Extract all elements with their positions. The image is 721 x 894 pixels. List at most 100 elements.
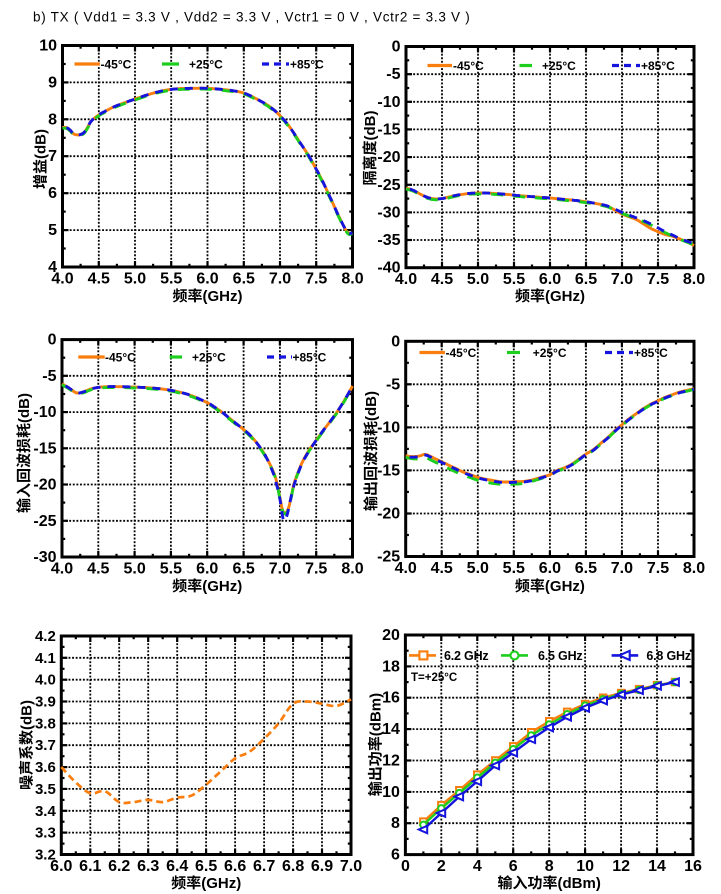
svg-text:-45°C: -45°C — [105, 351, 136, 365]
svg-text:b) TX ( Vdd1 = 3.3 V , Vdd2 =: b) TX ( Vdd1 = 3.3 V , Vdd2 = 3.3 V , Vc… — [33, 10, 470, 25]
svg-text:-5: -5 — [386, 66, 400, 83]
svg-text:8.0: 8.0 — [341, 560, 363, 577]
svg-text:7.0: 7.0 — [269, 560, 291, 577]
svg-text:(dB): (dB) — [363, 391, 380, 421]
svg-text:10: 10 — [382, 784, 400, 801]
svg-text:5.5: 5.5 — [503, 560, 525, 577]
svg-text:7.0: 7.0 — [340, 858, 362, 875]
svg-text:(dB): (dB) — [362, 111, 379, 141]
svg-text:+85°C: +85°C — [641, 59, 675, 73]
svg-text:4.1: 4.1 — [35, 650, 56, 667]
svg-text:-10: -10 — [377, 94, 400, 111]
svg-text:5.5: 5.5 — [160, 560, 182, 577]
svg-text:-15: -15 — [33, 440, 56, 457]
svg-text:7: 7 — [48, 148, 57, 165]
svg-text:0: 0 — [391, 333, 400, 350]
svg-text:10: 10 — [39, 38, 57, 55]
svg-text:2: 2 — [437, 858, 446, 875]
svg-text:-25: -25 — [33, 513, 56, 530]
svg-text:6.9: 6.9 — [311, 858, 333, 875]
svg-text:+85°C: +85°C — [634, 346, 668, 360]
svg-text:(dBm): (dBm) — [368, 693, 385, 736]
svg-text:-20: -20 — [377, 506, 400, 523]
svg-text:6.5: 6.5 — [232, 560, 254, 577]
svg-text:(GHz): (GHz) — [201, 875, 241, 892]
svg-text:+85°C: +85°C — [293, 351, 327, 365]
svg-text:-25: -25 — [377, 177, 400, 194]
svg-text:6: 6 — [509, 858, 518, 875]
svg-text:6.0: 6.0 — [50, 858, 72, 875]
svg-text:12: 12 — [382, 753, 400, 770]
svg-text:3.5: 3.5 — [35, 781, 56, 798]
svg-text:6.5 GHz: 6.5 GHz — [538, 649, 582, 663]
svg-text:7.0: 7.0 — [269, 270, 291, 287]
svg-text:-30: -30 — [33, 549, 56, 566]
svg-text:6.0: 6.0 — [539, 271, 561, 288]
svg-text:-30: -30 — [377, 204, 400, 221]
svg-text:7.5: 7.5 — [305, 270, 327, 287]
svg-text:3.9: 3.9 — [35, 694, 56, 711]
svg-text:7.5: 7.5 — [647, 271, 669, 288]
svg-text:7.0: 7.0 — [611, 560, 633, 577]
svg-text:8.0: 8.0 — [683, 271, 705, 288]
svg-text:6.2 GHz: 6.2 GHz — [444, 649, 488, 663]
svg-text:0: 0 — [401, 858, 410, 875]
svg-text:8: 8 — [48, 111, 57, 128]
svg-text:4.0: 4.0 — [395, 560, 417, 577]
svg-text:8: 8 — [545, 858, 554, 875]
svg-text:-5: -5 — [42, 368, 56, 385]
svg-text:(dB): (dB) — [19, 700, 36, 730]
svg-text:6.0: 6.0 — [196, 270, 218, 287]
svg-text:5.0: 5.0 — [467, 271, 489, 288]
svg-text:-10: -10 — [377, 419, 400, 436]
svg-text:-15: -15 — [377, 462, 400, 479]
svg-text:6.3: 6.3 — [137, 858, 159, 875]
svg-text:6.5: 6.5 — [233, 270, 255, 287]
svg-text:-40: -40 — [377, 260, 400, 277]
svg-text:4.5: 4.5 — [431, 271, 453, 288]
svg-text:(dB): (dB) — [33, 129, 50, 159]
svg-text:6.2: 6.2 — [108, 858, 130, 875]
svg-text:3.3: 3.3 — [35, 825, 56, 842]
svg-text:4.0: 4.0 — [395, 271, 417, 288]
svg-text:6.1: 6.1 — [79, 858, 101, 875]
svg-text:(GHz): (GHz) — [202, 578, 242, 595]
svg-text:12: 12 — [612, 858, 630, 875]
svg-text:6.0: 6.0 — [196, 560, 218, 577]
svg-text:6.8: 6.8 — [282, 858, 304, 875]
svg-text:20: 20 — [382, 627, 400, 644]
svg-text:-45°C: -45°C — [446, 346, 477, 360]
svg-text:6: 6 — [48, 185, 57, 202]
svg-text:4.0: 4.0 — [35, 672, 56, 689]
svg-text:4.5: 4.5 — [88, 270, 110, 287]
svg-text:5.0: 5.0 — [124, 270, 146, 287]
svg-text:-15: -15 — [377, 121, 400, 138]
svg-text:+25°C: +25°C — [533, 346, 567, 360]
svg-text:+25°C: +25°C — [542, 59, 576, 73]
svg-text:-20: -20 — [377, 149, 400, 166]
svg-text:5: 5 — [48, 222, 57, 239]
svg-text:+25°C: +25°C — [189, 58, 223, 72]
svg-text:16: 16 — [382, 690, 400, 707]
svg-text:3.4: 3.4 — [35, 803, 57, 820]
svg-text:0: 0 — [392, 39, 401, 56]
svg-text:5.5: 5.5 — [503, 271, 525, 288]
svg-text:3.2: 3.2 — [35, 847, 56, 864]
svg-text:7.0: 7.0 — [611, 271, 633, 288]
svg-text:4.0: 4.0 — [51, 560, 73, 577]
svg-text:6.8 GHz: 6.8 GHz — [646, 649, 690, 663]
svg-text:+25°C: +25°C — [192, 351, 226, 365]
svg-text:3.8: 3.8 — [35, 715, 56, 732]
svg-text:5.0: 5.0 — [123, 560, 145, 577]
svg-text:+85°C: +85°C — [290, 58, 324, 72]
svg-text:-5: -5 — [386, 376, 400, 393]
svg-text:-45°C: -45°C — [101, 58, 132, 72]
svg-text:(GHz): (GHz) — [545, 578, 585, 595]
svg-text:(dBm): (dBm) — [558, 875, 601, 892]
svg-text:6.5: 6.5 — [195, 858, 217, 875]
svg-text:8.0: 8.0 — [341, 270, 363, 287]
svg-text:4: 4 — [48, 259, 57, 276]
svg-text:-25: -25 — [377, 549, 400, 566]
svg-text:-35: -35 — [377, 232, 400, 249]
svg-text:8: 8 — [391, 815, 400, 832]
